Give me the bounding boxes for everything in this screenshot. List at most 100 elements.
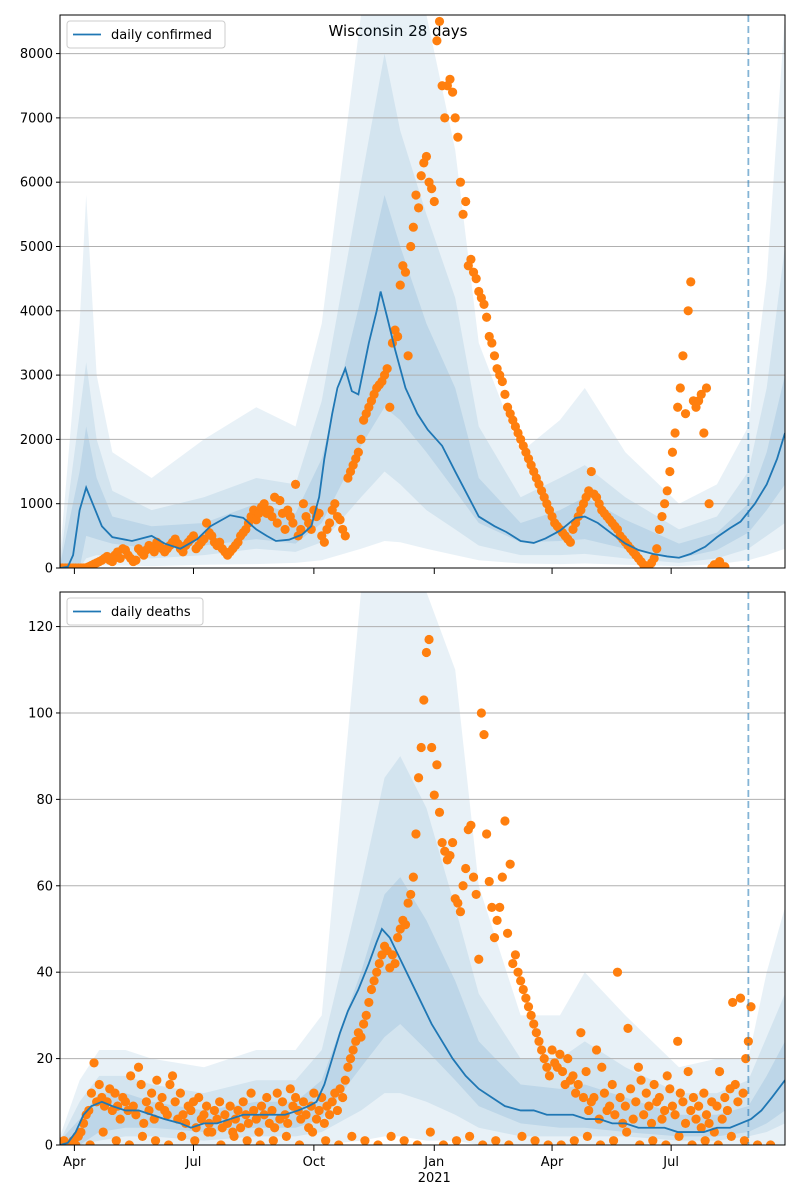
observation-point (704, 1118, 714, 1128)
observation-point (662, 1071, 672, 1081)
observation-point (128, 1101, 138, 1111)
observation-point (296, 524, 306, 535)
observation-point (262, 1092, 272, 1103)
observation-point (738, 1088, 748, 1098)
x-tick-label: Apr (541, 1155, 564, 1170)
observation-point (468, 872, 479, 882)
observation-point (722, 1105, 733, 1116)
observation-point (683, 306, 693, 316)
x-tick-label: Jan (423, 1155, 444, 1170)
observation-point (518, 984, 528, 995)
observation-point (338, 1092, 348, 1103)
observation-point (307, 1127, 318, 1137)
x-tick-label: Jul (185, 1155, 202, 1170)
observation-point (294, 1140, 305, 1145)
observation-point (408, 222, 418, 232)
observation-point (646, 1118, 657, 1128)
observation-point (390, 958, 400, 969)
observation-point (110, 1088, 120, 1098)
observation-point (534, 1036, 544, 1046)
observation-point (434, 16, 445, 27)
observation-point (526, 1010, 536, 1020)
y-tick-label: 120 (28, 620, 53, 635)
observation-point (571, 1088, 581, 1098)
observation-point (314, 1105, 324, 1116)
observation-point (201, 518, 212, 528)
observation-point (275, 495, 285, 506)
observation-point (482, 829, 492, 839)
observation-point (610, 1110, 620, 1120)
observation-point (115, 1114, 125, 1124)
observation-point (678, 351, 688, 361)
observation-point (597, 1062, 607, 1072)
observation-point (215, 1097, 225, 1107)
observation-point (124, 1140, 134, 1145)
observation-point (447, 837, 458, 848)
observation-point (165, 1079, 175, 1090)
observation-point (547, 1045, 557, 1055)
observation-point (471, 889, 481, 900)
observation-point (495, 902, 505, 912)
observation-point (735, 993, 746, 1003)
figure-title: Wisconsin 28 days (329, 22, 468, 40)
observation-point (429, 196, 439, 207)
observation-point (242, 1136, 252, 1145)
observation-point (272, 1088, 282, 1098)
observation-point (268, 1136, 278, 1145)
observation-point (733, 1097, 743, 1107)
observation-point (366, 984, 377, 995)
observation-point (353, 447, 363, 457)
observation-point (453, 132, 463, 142)
observation-point (487, 902, 497, 912)
observation-point (700, 1136, 710, 1145)
observation-point (359, 1019, 369, 1029)
observation-point (131, 555, 141, 565)
x-tick-label: Oct (303, 1155, 325, 1170)
observation-point (589, 1092, 599, 1103)
observation-point (466, 820, 476, 830)
observation-point (256, 1101, 267, 1111)
observation-point (631, 1097, 641, 1107)
observation-point (150, 1136, 161, 1145)
observation-point (249, 1105, 259, 1116)
observation-point (212, 1114, 222, 1124)
observation-point (285, 1084, 295, 1094)
observation-point (321, 1136, 331, 1145)
observation-point (555, 1049, 565, 1059)
observation-point (152, 1075, 162, 1085)
observation-point (478, 1140, 488, 1145)
y-tick-label: 6000 (20, 176, 53, 191)
observation-point (403, 351, 413, 361)
observation-point (281, 1131, 291, 1141)
observation-point (667, 1101, 678, 1111)
observation-point (311, 1114, 322, 1124)
observation-point (479, 729, 489, 740)
observation-point (667, 447, 678, 457)
observation-point (497, 376, 507, 387)
observation-point (133, 1062, 144, 1072)
observation-point (476, 708, 486, 718)
observation-point (267, 511, 277, 522)
observation-point (660, 499, 670, 509)
observation-point (277, 1097, 288, 1107)
observation-point (254, 1127, 264, 1137)
observation-point (491, 1136, 501, 1145)
observation-point (694, 1101, 704, 1111)
x-year-label: 2021 (418, 1171, 451, 1186)
observation-point (510, 950, 521, 960)
observation-point (406, 889, 416, 900)
observation-point (539, 1053, 549, 1064)
observation-point (713, 1140, 723, 1145)
observation-point (139, 1118, 149, 1128)
observation-point (531, 1028, 541, 1038)
observation-point (605, 1101, 615, 1111)
observation-point (530, 1136, 540, 1145)
observation-point (586, 466, 596, 477)
observation-point (680, 1118, 691, 1128)
observation-point (309, 1088, 319, 1098)
observation-point (701, 383, 712, 393)
observation-point (447, 87, 458, 97)
observation-point (432, 760, 442, 770)
observation-point (120, 1097, 131, 1107)
observation-point (225, 1101, 235, 1111)
